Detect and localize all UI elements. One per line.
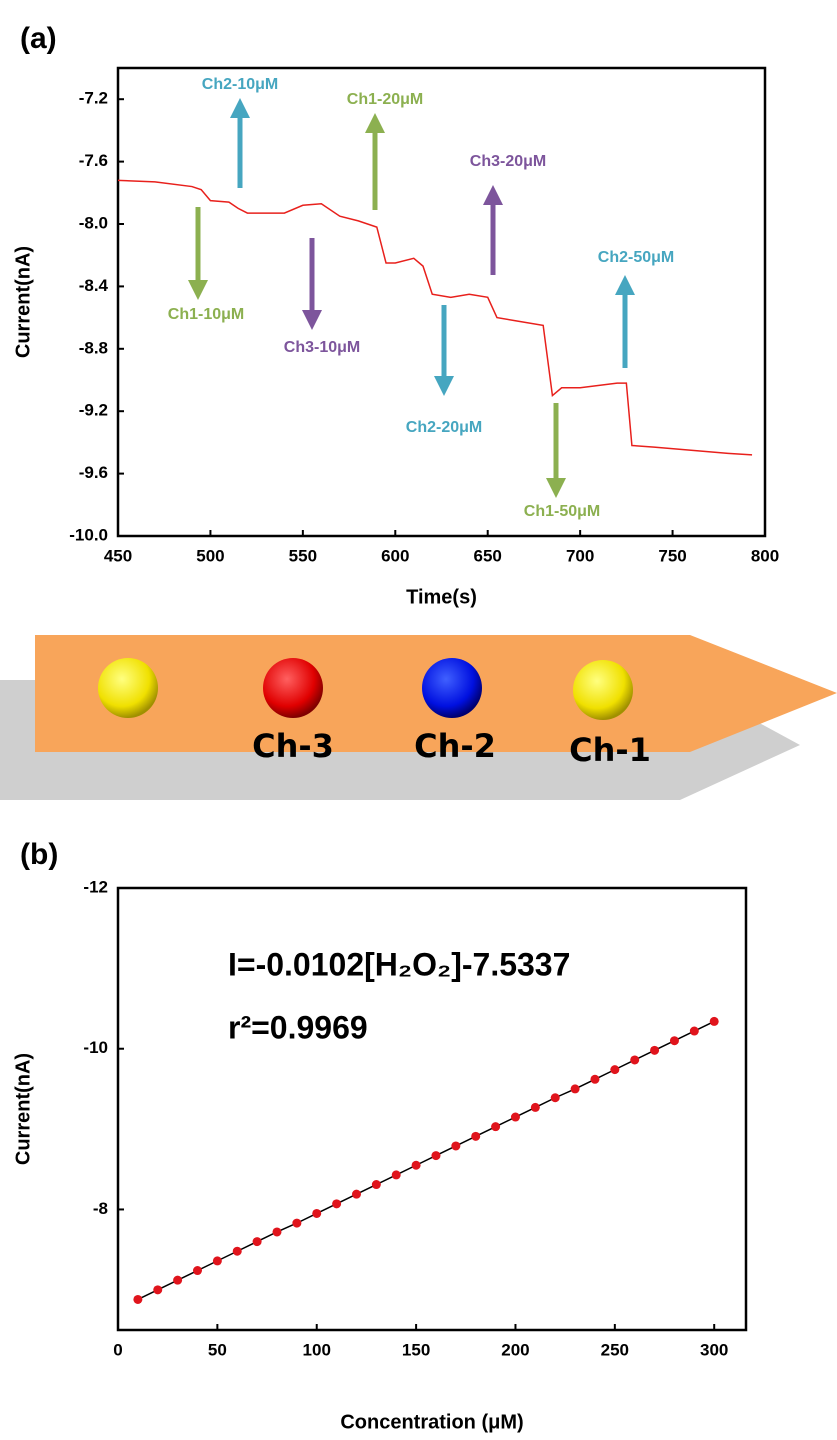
- y-tick-label: -9.2: [79, 401, 108, 420]
- y-tick-label: -7.2: [79, 89, 108, 108]
- data-point: [451, 1141, 461, 1151]
- x-tick-label: 200: [501, 1340, 529, 1359]
- panel-label: (b): [20, 838, 58, 871]
- plot-frame: [116, 66, 767, 538]
- probe-diagram: Ch-3 Ch-2 Ch-1: [0, 635, 837, 800]
- x-tick-label: 100: [303, 1340, 331, 1359]
- data-point: [411, 1160, 421, 1170]
- data-point: [292, 1218, 302, 1228]
- panel-label: (a): [20, 22, 57, 55]
- y-axis-title: Current(nA): [12, 246, 34, 358]
- data-point: [312, 1208, 322, 1218]
- channel-label: Ch-2: [414, 727, 496, 765]
- y-tick-label: -12: [83, 877, 108, 896]
- x-tick-label: 500: [196, 546, 224, 565]
- annotation: Ch2-50μM: [598, 249, 674, 266]
- y-tick-label: -7.6: [79, 151, 108, 170]
- x-tick-label: 150: [402, 1340, 430, 1359]
- x-tick-label: 650: [474, 546, 502, 565]
- y-tick-label: -9.6: [79, 463, 108, 482]
- x-tick-label: 750: [658, 546, 686, 565]
- data-point: [173, 1275, 183, 1285]
- data-point: [272, 1227, 282, 1237]
- chart: (b) 0 50 100 150 200 250 300 -8 -10 -12 Concentrati…: [12, 838, 748, 1433]
- x-tick-label: 50: [208, 1340, 227, 1359]
- plot-frame: [116, 886, 748, 1332]
- data-point: [351, 1189, 361, 1199]
- data-point: [332, 1199, 342, 1209]
- data-point: [232, 1246, 242, 1256]
- y-axis-title: Current(nA): [12, 1053, 34, 1165]
- data-point: [510, 1112, 520, 1122]
- data-point: [371, 1180, 381, 1190]
- x-tick-label: 250: [601, 1340, 629, 1359]
- electrode: [573, 660, 633, 720]
- equation: I=-0.0102[H₂O₂]-7.5337: [228, 946, 570, 982]
- data-point: [192, 1266, 202, 1276]
- y-tick-label: -10.0: [69, 525, 108, 544]
- x-axis-title: Concentration (μM): [340, 1411, 523, 1433]
- electrode: [98, 658, 158, 718]
- data-point: [669, 1036, 679, 1046]
- y-tick-label: -8.8: [79, 338, 108, 357]
- y-tick-label: -8: [93, 1199, 108, 1218]
- annotation: Ch1-10μM: [168, 306, 244, 323]
- data-point: [391, 1170, 401, 1180]
- data-point: [610, 1065, 620, 1075]
- data-point: [689, 1026, 699, 1036]
- data-point: [491, 1122, 501, 1132]
- data-point: [530, 1102, 540, 1112]
- data-line: [117, 179, 753, 456]
- x-tick-label: 550: [289, 546, 317, 565]
- data-point: [650, 1045, 660, 1055]
- annotation: Ch1-20μM: [347, 91, 423, 108]
- fit-line: [137, 1020, 715, 1301]
- x-tick-label: 450: [104, 546, 132, 565]
- x-tick-label: 700: [566, 546, 594, 565]
- x-tick-label: 300: [700, 1340, 728, 1359]
- channel-label: Ch-1: [569, 731, 651, 769]
- data-point: [153, 1285, 163, 1295]
- channel-label: Ch-3: [252, 727, 334, 765]
- annotation: Ch1-50μM: [524, 503, 600, 520]
- y-tick-label: -8.0: [79, 213, 108, 232]
- y-tick-label: -10: [83, 1038, 108, 1057]
- data-point: [471, 1131, 481, 1141]
- electrode: [422, 658, 482, 718]
- annotation: Ch2-20μM: [406, 419, 482, 436]
- x-tick-label: 0: [113, 1340, 122, 1359]
- data-point: [431, 1151, 441, 1161]
- data-point: [709, 1016, 719, 1026]
- data-point: [133, 1294, 143, 1304]
- chart: (a) 450 500 550 600 650 700 750 800 -10.0 -9.6 -9.2…: [12, 22, 779, 608]
- x-tick-label: 800: [751, 546, 779, 565]
- data-point: [550, 1093, 560, 1103]
- data-point: [212, 1256, 222, 1266]
- electrode: [263, 658, 323, 718]
- y-tick-label: -8.4: [79, 276, 109, 295]
- annotation: Ch3-20μM: [470, 153, 546, 170]
- annotation: Ch2-10μM: [202, 76, 278, 93]
- r-squared: r²=0.9969: [228, 1009, 368, 1045]
- x-tick-label: 600: [381, 546, 409, 565]
- data-point: [252, 1237, 262, 1247]
- annotation: Ch3-10μM: [284, 339, 360, 356]
- data-point: [590, 1074, 600, 1084]
- data-point: [570, 1084, 580, 1094]
- x-axis-title: Time(s): [406, 586, 477, 608]
- data-point: [630, 1055, 640, 1065]
